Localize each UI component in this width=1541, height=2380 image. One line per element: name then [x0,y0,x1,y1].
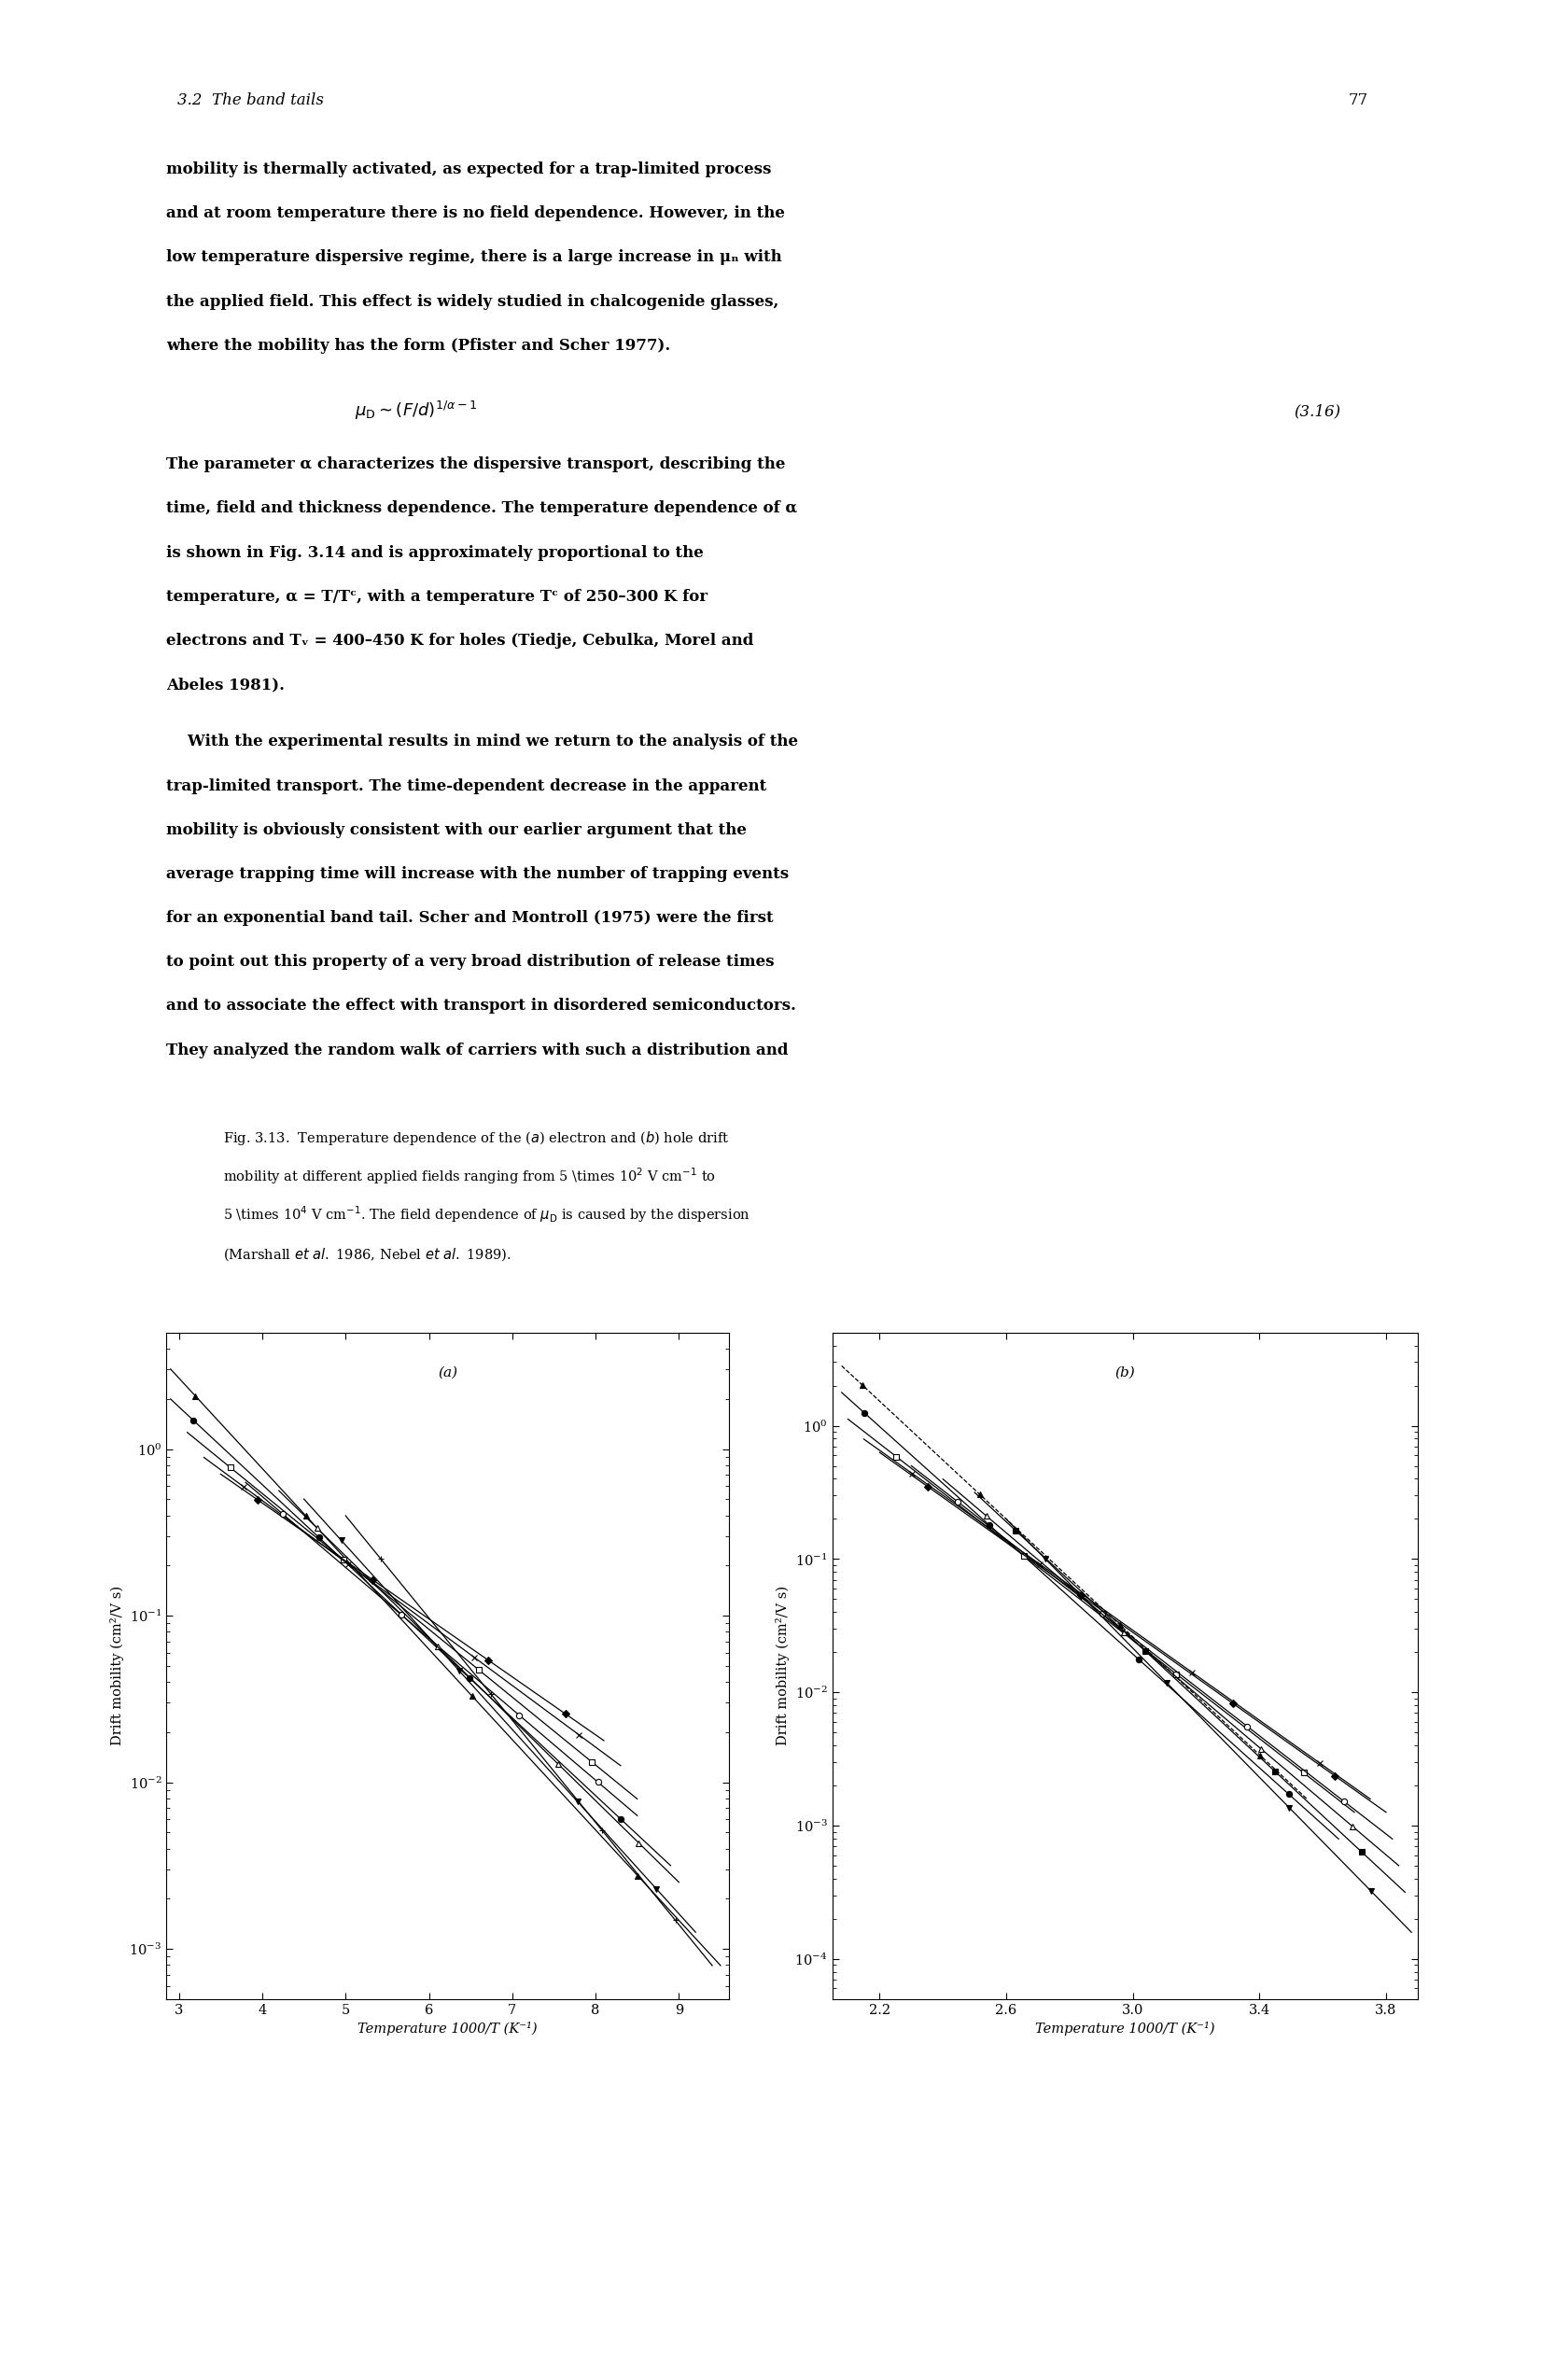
Text: electrons and Tᵥ = 400–450 K for holes (Tiedje, Cebulka, Morel and: electrons and Tᵥ = 400–450 K for holes (… [166,633,754,650]
Text: low temperature dispersive regime, there is a large increase in μₙ with: low temperature dispersive regime, there… [166,250,783,267]
Text: mobility is obviously consistent with our earlier argument that the: mobility is obviously consistent with ou… [166,821,747,838]
Text: for an exponential band tail. Scher and Montroll (1975) were the first: for an exponential band tail. Scher and … [166,909,774,926]
Text: is shown in Fig. 3.14 and is approximately proportional to the: is shown in Fig. 3.14 and is approximate… [166,545,704,562]
Text: time, field and thickness dependence. The temperature dependence of α: time, field and thickness dependence. Th… [166,500,798,516]
Text: average trapping time will increase with the number of trapping events: average trapping time will increase with… [166,866,789,883]
Text: (a): (a) [438,1366,458,1378]
Text: and to associate the effect with transport in disordered semiconductors.: and to associate the effect with transpo… [166,997,797,1014]
Text: The parameter α characterizes the dispersive transport, describing the: The parameter α characterizes the disper… [166,457,786,474]
Text: $\mu_{\rm D} \sim (F/d)^{1/\alpha-1}$: $\mu_{\rm D} \sim (F/d)^{1/\alpha-1}$ [354,400,476,421]
Text: where the mobility has the form (Pfister and Scher 1977).: where the mobility has the form (Pfister… [166,338,670,355]
Text: and at room temperature there is no field dependence. However, in the: and at room temperature there is no fiel… [166,205,784,221]
Text: (b): (b) [1114,1366,1136,1378]
Text: trap-limited transport. The time-dependent decrease in the apparent: trap-limited transport. The time-depende… [166,778,767,795]
Text: Abeles 1981).: Abeles 1981). [166,676,285,693]
Text: Fig. 3.13.  Temperature dependence of the ($a$) electron and ($b$) hole drift: Fig. 3.13. Temperature dependence of the… [223,1130,729,1147]
Text: With the experimental results in mind we return to the analysis of the: With the experimental results in mind we… [166,733,798,750]
Text: temperature, α = T/Tᶜ, with a temperature Tᶜ of 250–300 K for: temperature, α = T/Tᶜ, with a temperatur… [166,588,707,605]
Text: to point out this property of a very broad distribution of release times: to point out this property of a very bro… [166,954,775,971]
Text: (3.16): (3.16) [1294,405,1341,419]
Text: mobility is thermally activated, as expected for a trap-limited process: mobility is thermally activated, as expe… [166,162,772,178]
Text: 5 \times 10$^4$ V cm$^{-1}$. The field dependence of $\mu_{\rm D}$ is caused by : 5 \times 10$^4$ V cm$^{-1}$. The field d… [223,1204,750,1226]
Text: 3.2  The band tails: 3.2 The band tails [177,93,324,109]
Y-axis label: Drift mobility (cm²/V s): Drift mobility (cm²/V s) [775,1585,789,1745]
X-axis label: Temperature 1000/T (K⁻¹): Temperature 1000/T (K⁻¹) [358,2021,538,2035]
Text: mobility at different applied fields ranging from 5 \times 10$^2$ V cm$^{-1}$ to: mobility at different applied fields ran… [223,1166,717,1185]
Text: They analyzed the random walk of carriers with such a distribution and: They analyzed the random walk of carrier… [166,1042,789,1059]
Text: (Marshall $et\ al.$ 1986, Nebel $et\ al.$ 1989).: (Marshall $et\ al.$ 1986, Nebel $et\ al.… [223,1247,512,1264]
Y-axis label: Drift mobility (cm²/V s): Drift mobility (cm²/V s) [109,1585,123,1745]
X-axis label: Temperature 1000/T (K⁻¹): Temperature 1000/T (K⁻¹) [1036,2021,1214,2035]
Text: 77: 77 [1348,93,1368,109]
Text: the applied field. This effect is widely studied in chalcogenide glasses,: the applied field. This effect is widely… [166,293,780,309]
